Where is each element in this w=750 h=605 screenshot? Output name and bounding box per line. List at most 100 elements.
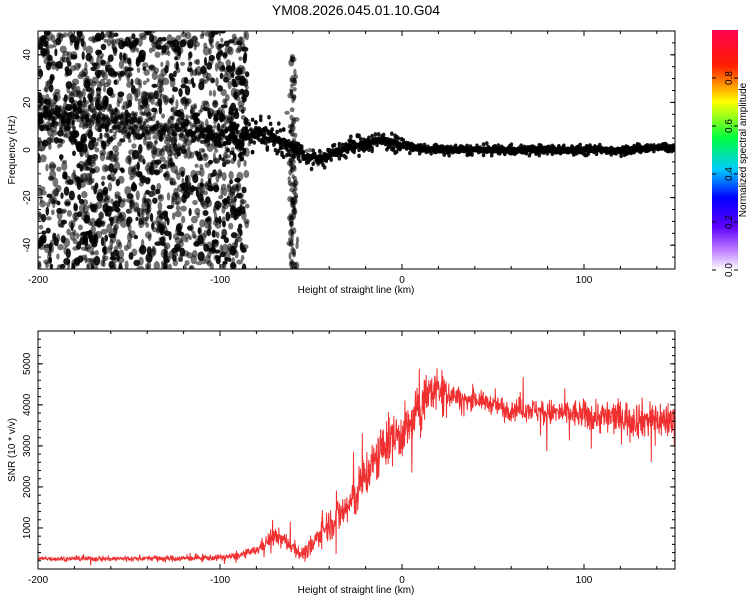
scatter-point <box>77 73 85 80</box>
scatter-point <box>135 216 139 221</box>
ridge-halo-point <box>231 147 235 152</box>
ridge-halo-point <box>470 152 474 157</box>
scatter-point <box>230 102 237 112</box>
scatter-point <box>239 156 245 162</box>
scatter-point <box>212 89 217 98</box>
ridge-halo-point <box>108 103 112 109</box>
ridge-halo-point <box>39 102 44 108</box>
ridge-halo-point <box>394 149 399 154</box>
scatter-point <box>216 204 220 210</box>
scatter-point <box>60 235 66 244</box>
scatter-point <box>182 250 190 257</box>
scatter-point <box>78 180 87 188</box>
scatter-point <box>125 198 133 203</box>
ridge-halo-point <box>319 150 324 156</box>
scatter-point <box>206 62 213 70</box>
spectrogram-y-axis-label: Frequency (Hz) <box>7 116 18 185</box>
scatter-point <box>126 93 133 103</box>
scatter-point <box>151 83 158 88</box>
scatter-point <box>211 230 218 238</box>
streak-point <box>295 236 300 244</box>
scatter-point <box>203 106 209 112</box>
scatter-point <box>106 223 113 233</box>
scatter-point <box>74 62 81 71</box>
ridge-halo-point <box>46 127 50 132</box>
spectrogram-y-tick-label: 0 <box>22 147 33 153</box>
scatter-point <box>76 176 80 186</box>
scatter-point <box>173 70 177 78</box>
scatter-point <box>136 67 141 73</box>
ridge-halo-point <box>509 142 514 147</box>
scatter-point <box>70 83 76 91</box>
scatter-point <box>164 65 169 74</box>
ridge-halo-point <box>280 150 284 156</box>
scatter-point <box>143 69 150 76</box>
scatter-point <box>213 184 220 193</box>
scatter-point <box>195 187 199 193</box>
scatter-point <box>217 85 223 92</box>
scatter-point <box>48 83 54 93</box>
scatter-point <box>75 90 83 98</box>
scatter-point <box>201 65 206 72</box>
scatter-point <box>159 156 166 162</box>
scatter-point <box>88 230 94 240</box>
scatter-point <box>222 98 227 104</box>
streak-point <box>294 261 300 269</box>
scatter-point <box>166 217 170 226</box>
streak-point <box>290 124 296 132</box>
scatter-point <box>236 45 243 52</box>
ridge-halo-point <box>254 120 258 125</box>
scatter-point <box>47 54 53 62</box>
colorbar-tick-label: 0.2 <box>724 215 735 229</box>
ridge-halo-point <box>144 136 148 141</box>
scatter-point <box>230 232 238 239</box>
scatter-point <box>95 201 103 209</box>
spectrogram-y-ticks: -40 -20 0 20 40 <box>22 30 675 270</box>
scatter-point <box>113 161 121 171</box>
scatter-point <box>113 245 119 252</box>
scatter-point <box>94 32 102 42</box>
ridge-halo-point <box>232 121 237 126</box>
scatter-point <box>60 138 66 144</box>
snr-y-tick-label: 1000 <box>22 516 33 539</box>
scatter-point <box>95 217 103 228</box>
ridge-halo-point <box>481 152 486 158</box>
scatter-point <box>146 112 152 117</box>
ridge-halo-point <box>200 139 204 144</box>
scatter-point <box>94 250 99 256</box>
scatter-point <box>53 137 60 144</box>
scatter-point <box>56 166 62 172</box>
scatter-point <box>225 211 231 222</box>
ridge-halo-point <box>281 154 286 160</box>
scatter-point <box>156 182 162 191</box>
scatter-point <box>142 62 149 69</box>
scatter-point <box>155 44 163 50</box>
scatter-point <box>238 56 243 61</box>
ridge-point <box>147 116 153 122</box>
ridge-point <box>65 112 70 119</box>
scatter-point <box>168 143 174 152</box>
ridge-halo-point <box>86 112 91 118</box>
scatter-point <box>151 160 159 169</box>
ridge-point <box>52 120 59 125</box>
scatter-point <box>60 192 64 200</box>
scatter-point <box>129 204 133 210</box>
ridge-point <box>50 116 56 121</box>
streak-point <box>291 248 297 256</box>
scatter-point <box>48 161 56 172</box>
snr-x-tick-label: -200 <box>28 575 48 586</box>
scatter-point <box>111 39 115 50</box>
scatter-point <box>207 172 212 182</box>
scatter-point <box>152 197 158 204</box>
scatter-point <box>189 106 195 116</box>
scatter-point <box>225 65 231 71</box>
ridge-point <box>48 103 53 111</box>
scatter-point <box>53 187 60 197</box>
scatter-point <box>193 43 197 51</box>
scatter-point <box>41 35 47 41</box>
scatter-point <box>90 185 95 190</box>
scatter-point <box>59 45 67 54</box>
ridge-halo-point <box>114 128 119 133</box>
scatter-point <box>109 218 114 227</box>
scatter-point <box>108 163 115 173</box>
